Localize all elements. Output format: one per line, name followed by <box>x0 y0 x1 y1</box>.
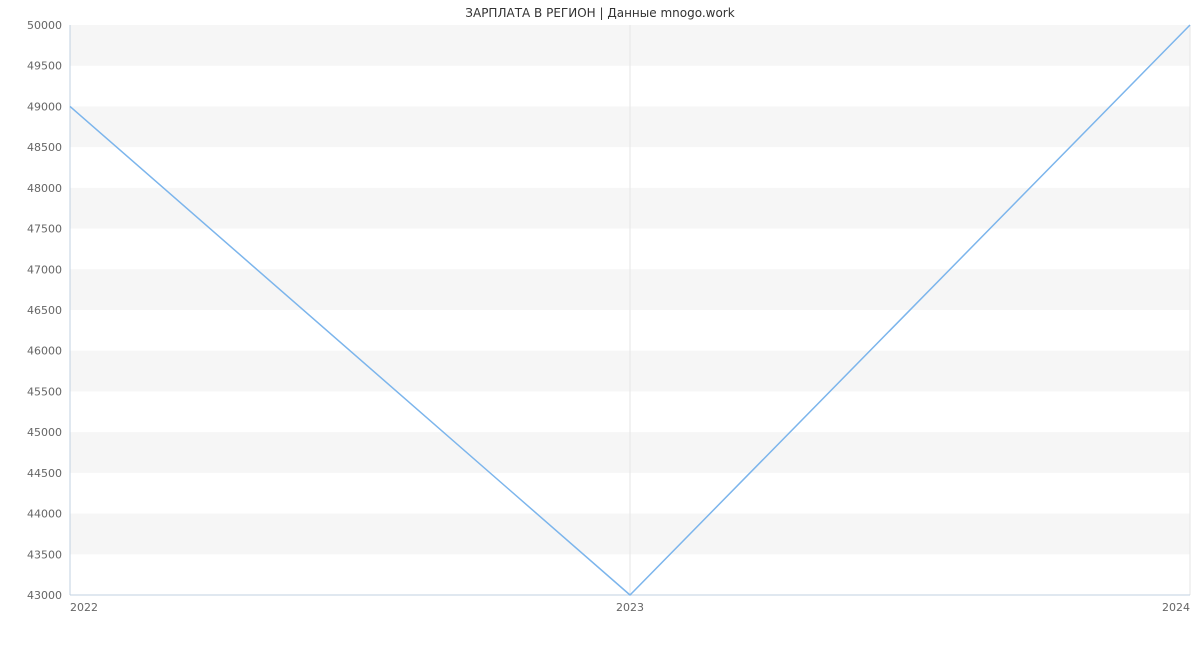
y-tick-label: 44500 <box>27 467 62 480</box>
y-tick-label: 49000 <box>27 100 62 113</box>
y-tick-label: 43000 <box>27 589 62 602</box>
y-tick-label: 44000 <box>27 508 62 521</box>
y-tick-label: 49500 <box>27 60 62 73</box>
y-tick-label: 48500 <box>27 141 62 154</box>
x-tick-label: 2024 <box>1162 601 1190 614</box>
x-tick-label: 2022 <box>70 601 98 614</box>
chart-svg: 43000 43500 44000 44500 45000 45500 46000 46500… <box>0 0 1200 650</box>
y-tick-label: 43500 <box>27 548 62 561</box>
y-tick-label: 47500 <box>27 223 62 236</box>
y-tick-label: 47000 <box>27 263 62 276</box>
y-tick-label: 45000 <box>27 426 62 439</box>
chart-title: ЗАРПЛАТА В РЕГИОН | Данные mnogo.work <box>0 6 1200 20</box>
y-tick-label: 45500 <box>27 385 62 398</box>
x-tick-label: 2023 <box>616 601 644 614</box>
salary-line-chart: ЗАРПЛАТА В РЕГИОН | Данные mnogo.work 43… <box>0 0 1200 650</box>
y-tick-label: 50000 <box>27 19 62 32</box>
y-tick-label: 46000 <box>27 345 62 358</box>
y-tick-label: 46500 <box>27 304 62 317</box>
y-tick-label: 48000 <box>27 182 62 195</box>
